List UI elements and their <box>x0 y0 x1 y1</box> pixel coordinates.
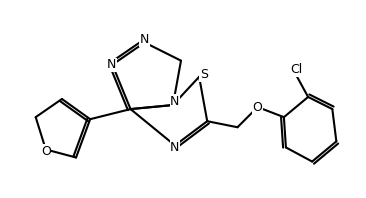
Text: N: N <box>170 94 180 108</box>
Text: N: N <box>170 141 180 154</box>
Text: O: O <box>253 101 262 114</box>
Text: N: N <box>107 58 116 71</box>
Text: Cl: Cl <box>290 63 302 76</box>
Text: O: O <box>41 145 51 158</box>
Text: S: S <box>200 68 208 81</box>
Text: N: N <box>140 33 149 46</box>
